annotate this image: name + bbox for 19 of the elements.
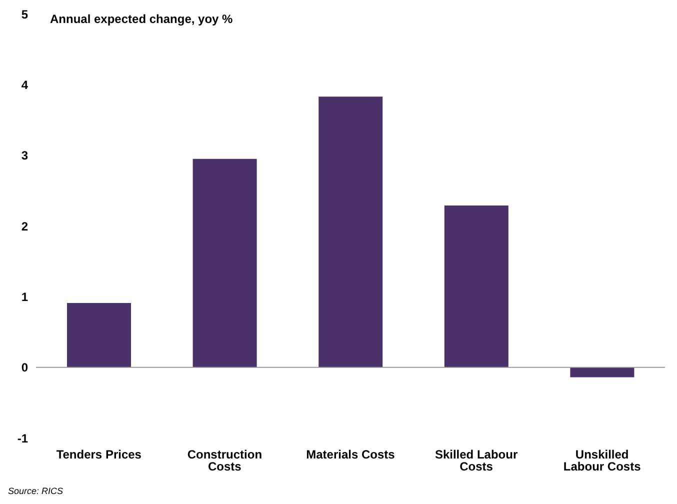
source-note: Source: RICS [8,486,64,496]
y-tick-label: 0 [21,360,28,375]
bar [570,367,634,378]
y-tick-label: 5 [21,7,28,22]
y-tick-label: 4 [21,78,28,92]
y-tick-label: -1 [17,431,28,446]
bar [192,158,257,368]
bar [318,96,383,368]
x-tick-label: Materials Costs [306,448,396,462]
bar [444,206,508,368]
x-tick-label: Tenders Prices [56,448,142,462]
x-tick-label: Skilled Labour Costs [434,448,518,474]
y-tick-label: 3 [21,148,28,163]
chart-title: Annual expected change, yoy % [50,12,233,26]
x-tick-label: Unskilled Labour Costs [563,448,642,474]
bar [67,303,131,368]
x-tick-label: Construction Costs [187,448,262,474]
y-tick-label: 1 [21,290,28,304]
y-tick-label: 2 [21,219,28,234]
